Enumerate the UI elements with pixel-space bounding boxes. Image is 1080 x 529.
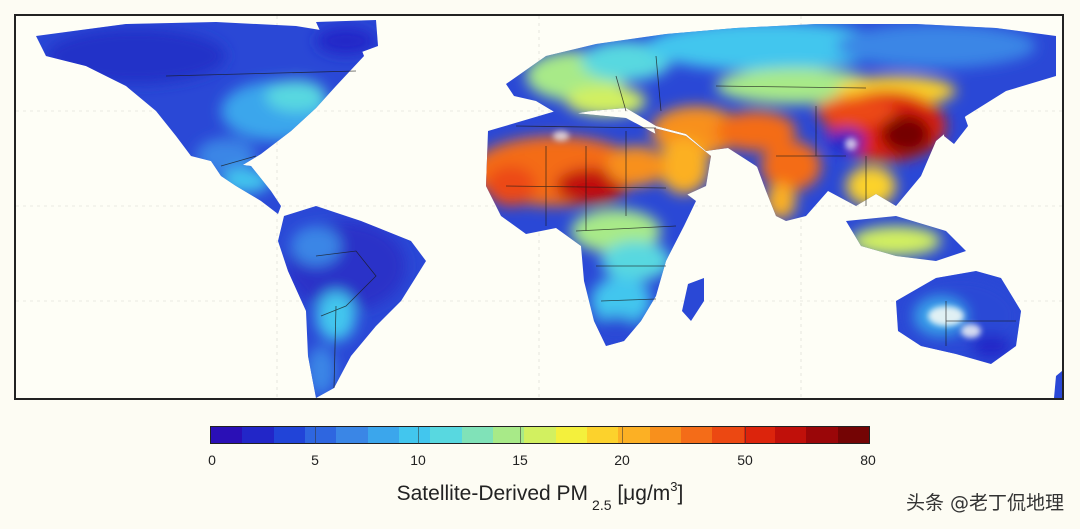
colorbar-tickmark [418, 426, 419, 444]
colorbar-segment [211, 427, 243, 443]
colorbar-tick-5: 5 [311, 452, 319, 468]
pm25-world-map-svg [16, 16, 1062, 398]
colorbar-segment [586, 427, 619, 443]
colorbar-segment [492, 427, 525, 443]
world-map [14, 14, 1064, 400]
colorbar-tick-15: 15 [512, 452, 528, 468]
colorbar-title-subscript: 2.5 [592, 497, 612, 513]
colorbar-segment [712, 427, 744, 443]
colorbar-segment [649, 427, 681, 443]
colorbar-segment [273, 427, 305, 443]
colorbar-segment [618, 427, 650, 443]
colorbar-segment [555, 427, 587, 443]
colorbar-segment [743, 427, 775, 443]
colorbar-segment [242, 427, 274, 443]
colorbar-segment [806, 427, 838, 443]
colorbar-tickmark [315, 426, 316, 444]
colorbar-segment [304, 427, 337, 443]
colorbar-unit-prefix: [μg/m [617, 482, 671, 505]
colorbar-segment [367, 427, 399, 443]
colorbar-segment [336, 427, 368, 443]
colorbar-segment [524, 427, 556, 443]
colorbar-title-prefix: Satellite-Derived PM [396, 482, 589, 505]
colorbar-tick-80: 80 [860, 452, 876, 468]
colorbar-segment [398, 427, 431, 443]
colorbar-tickmark [745, 426, 746, 444]
colorbar-tick-20: 20 [614, 452, 630, 468]
colorbar-unit-superscript: 3 [670, 479, 678, 494]
colorbar-title: Satellite-Derived PM 2.5 [μg/m3] [0, 479, 1080, 513]
colorbar-segment [430, 427, 462, 443]
colorbar-segment [680, 427, 713, 443]
colorbar [210, 426, 870, 444]
colorbar-tick-0: 0 [208, 452, 216, 468]
colorbar-segment [837, 427, 869, 443]
colorbar-tickmark [622, 426, 623, 444]
watermark: 头条 @老丁侃地理 [905, 492, 1064, 514]
country-borders [165, 55, 1016, 389]
colorbar-segment [774, 427, 807, 443]
colorbar-tick-10: 10 [410, 452, 426, 468]
colorbar-tick-50: 50 [737, 452, 753, 468]
colorbar-segment [461, 427, 493, 443]
colorbar-unit-suffix: ] [677, 482, 684, 505]
colorbar-tickmark [520, 426, 521, 444]
